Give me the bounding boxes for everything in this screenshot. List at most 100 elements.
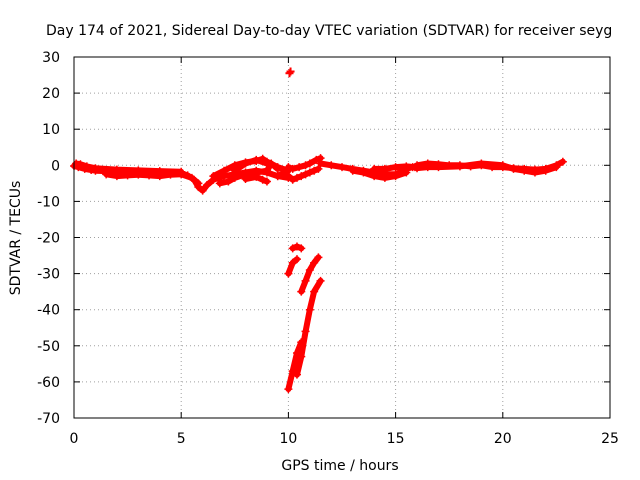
data-point bbox=[230, 173, 239, 182]
data-point bbox=[314, 164, 323, 173]
data-point bbox=[198, 186, 207, 195]
data-point bbox=[292, 255, 301, 264]
data-point bbox=[348, 166, 357, 175]
data-point bbox=[262, 177, 271, 186]
y-tick-label: -40 bbox=[37, 303, 60, 319]
data-point bbox=[297, 352, 306, 361]
data-point bbox=[288, 244, 297, 253]
y-tick-label: -30 bbox=[37, 267, 60, 283]
data-point bbox=[295, 163, 304, 172]
data-point bbox=[310, 166, 319, 175]
data-point bbox=[220, 166, 229, 175]
data-trace bbox=[274, 165, 322, 183]
data-point bbox=[316, 159, 325, 168]
x-tick-label: 20 bbox=[494, 431, 512, 447]
data-point bbox=[316, 276, 325, 285]
data-point bbox=[273, 164, 282, 173]
data-point bbox=[305, 168, 314, 177]
data-point bbox=[194, 179, 203, 188]
data-point bbox=[310, 287, 319, 296]
data-point bbox=[312, 155, 321, 164]
data-point bbox=[209, 172, 218, 181]
data-point bbox=[252, 155, 261, 164]
data-point bbox=[558, 157, 567, 166]
data-point bbox=[258, 175, 267, 184]
y-tick-label: -50 bbox=[37, 339, 60, 355]
data-series bbox=[70, 67, 567, 394]
data-trace bbox=[285, 339, 305, 393]
y-tick-label: -20 bbox=[37, 231, 60, 247]
data-point bbox=[292, 370, 301, 379]
data-point bbox=[380, 164, 389, 173]
data-point bbox=[305, 265, 314, 274]
data-point bbox=[509, 164, 518, 173]
data-point bbox=[252, 172, 261, 181]
data-point bbox=[327, 161, 336, 170]
data-point bbox=[498, 161, 507, 170]
data-point bbox=[434, 163, 443, 172]
data-point bbox=[391, 163, 400, 172]
data-point bbox=[102, 170, 111, 179]
data-point bbox=[477, 159, 486, 168]
data-point bbox=[123, 171, 132, 180]
data-point bbox=[91, 164, 100, 173]
data-point bbox=[413, 164, 422, 173]
data-point bbox=[301, 276, 310, 285]
data-point bbox=[301, 327, 310, 336]
y-axis-title: SDTVAR / TECUs bbox=[8, 181, 24, 296]
x-tick-label: 0 bbox=[70, 431, 79, 447]
data-point bbox=[134, 170, 143, 179]
y-tick-label: 30 bbox=[42, 50, 60, 66]
data-point bbox=[292, 173, 301, 182]
data-point bbox=[288, 164, 297, 173]
x-tick-label: 10 bbox=[279, 431, 297, 447]
data-point bbox=[305, 305, 314, 314]
data-point bbox=[76, 160, 85, 169]
data-point bbox=[552, 163, 561, 172]
data-trace bbox=[242, 173, 270, 185]
data-point bbox=[241, 175, 250, 184]
data-point bbox=[112, 172, 121, 181]
y-tick-label: 20 bbox=[42, 86, 60, 102]
data-point bbox=[166, 170, 175, 179]
data-point bbox=[338, 163, 346, 172]
data-point bbox=[314, 253, 323, 262]
data-point bbox=[284, 172, 293, 181]
data-point bbox=[530, 168, 539, 177]
data-point bbox=[423, 163, 432, 172]
data-point bbox=[292, 242, 301, 251]
data-point bbox=[230, 166, 239, 175]
data-point bbox=[262, 159, 271, 168]
data-point bbox=[82, 162, 91, 171]
data-point bbox=[370, 164, 379, 173]
data-point bbox=[297, 287, 306, 296]
axis-ticks: 0 5 10 15 20 25 -70 -60 -50 -40 -30 -20 -10 0 10 20 30 bbox=[37, 50, 619, 447]
data-point bbox=[145, 171, 154, 180]
data-point bbox=[284, 163, 293, 172]
y-tick-label: -10 bbox=[37, 194, 60, 210]
data-point bbox=[177, 170, 186, 179]
data-point bbox=[262, 166, 271, 175]
data-point bbox=[187, 173, 196, 182]
x-axis-title: GPS time / hours bbox=[281, 458, 398, 474]
data-point bbox=[280, 168, 289, 177]
data-trace bbox=[103, 171, 202, 187]
data-point bbox=[310, 258, 319, 267]
x-tick-label: 15 bbox=[387, 431, 405, 447]
data-point bbox=[541, 166, 550, 175]
data-point bbox=[288, 175, 297, 184]
data-point bbox=[297, 244, 306, 253]
data-point bbox=[370, 172, 379, 181]
data-point bbox=[305, 159, 314, 168]
data-point bbox=[273, 172, 282, 181]
data-point bbox=[297, 172, 306, 181]
y-tick-label: -60 bbox=[37, 375, 60, 391]
data-point bbox=[402, 162, 411, 171]
data-point bbox=[380, 173, 389, 182]
data-point bbox=[224, 177, 233, 186]
data-point bbox=[284, 269, 293, 278]
data-point bbox=[359, 168, 368, 177]
data-point bbox=[284, 385, 293, 394]
y-tick-label: 0 bbox=[51, 158, 60, 174]
